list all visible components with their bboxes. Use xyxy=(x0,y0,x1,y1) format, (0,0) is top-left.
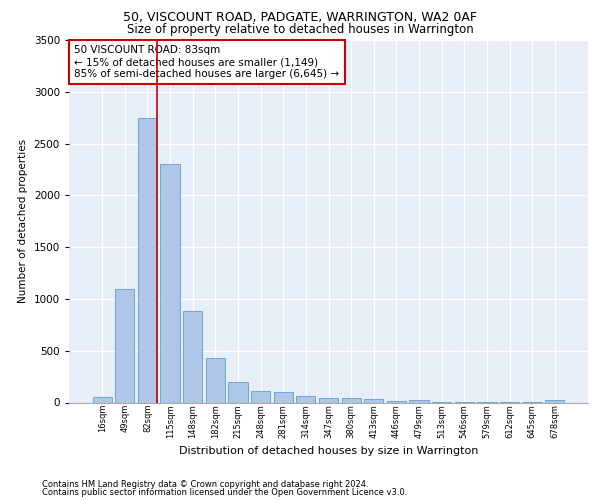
X-axis label: Distribution of detached houses by size in Warrington: Distribution of detached houses by size … xyxy=(179,446,478,456)
Bar xyxy=(341,398,361,402)
Bar xyxy=(409,400,428,402)
Bar xyxy=(92,398,112,402)
Bar xyxy=(229,382,248,402)
Bar xyxy=(274,392,293,402)
Text: Contains HM Land Registry data © Crown copyright and database right 2024.: Contains HM Land Registry data © Crown c… xyxy=(42,480,368,489)
Text: Size of property relative to detached houses in Warrington: Size of property relative to detached ho… xyxy=(127,22,473,36)
Bar xyxy=(364,400,383,402)
Text: 50 VISCOUNT ROAD: 83sqm
← 15% of detached houses are smaller (1,149)
85% of semi: 50 VISCOUNT ROAD: 83sqm ← 15% of detache… xyxy=(74,46,340,78)
Bar xyxy=(115,288,134,403)
Bar xyxy=(138,118,157,403)
Y-axis label: Number of detached properties: Number of detached properties xyxy=(18,139,28,304)
Bar xyxy=(206,358,225,403)
Text: Contains public sector information licensed under the Open Government Licence v3: Contains public sector information licen… xyxy=(42,488,407,497)
Bar xyxy=(251,391,270,402)
Bar xyxy=(387,401,406,402)
Text: 50, VISCOUNT ROAD, PADGATE, WARRINGTON, WA2 0AF: 50, VISCOUNT ROAD, PADGATE, WARRINGTON, … xyxy=(123,11,477,24)
Bar xyxy=(545,400,565,402)
Bar xyxy=(160,164,180,402)
Bar xyxy=(296,396,316,402)
Bar xyxy=(183,312,202,402)
Bar xyxy=(319,398,338,402)
